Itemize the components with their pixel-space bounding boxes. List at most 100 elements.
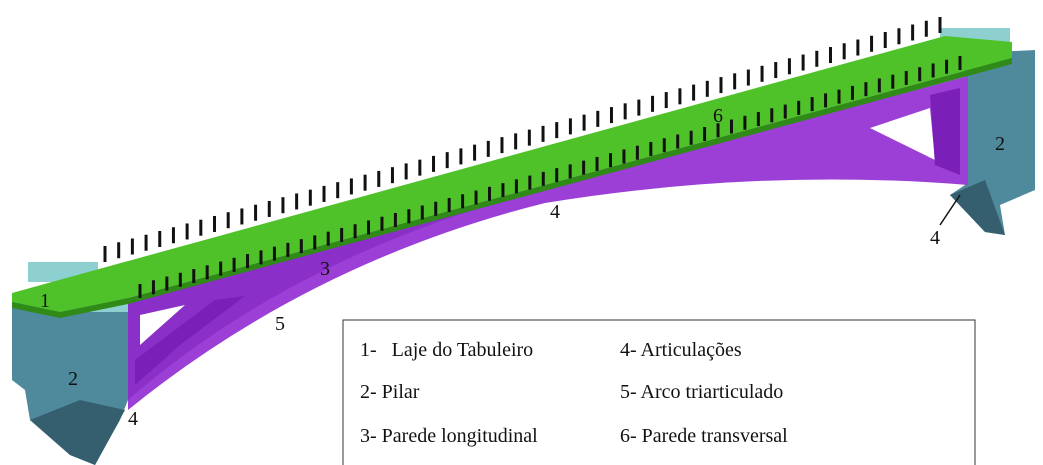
callout: 4 xyxy=(930,227,940,249)
right-pier xyxy=(935,50,1035,235)
post xyxy=(340,227,344,242)
post xyxy=(205,265,209,280)
post xyxy=(801,54,805,71)
post xyxy=(918,67,922,82)
post xyxy=(856,39,860,56)
right-strut xyxy=(930,88,960,175)
post xyxy=(850,85,854,100)
post xyxy=(756,112,760,127)
post xyxy=(623,103,627,120)
legend-box xyxy=(342,319,976,465)
left-opening xyxy=(140,305,185,345)
post xyxy=(473,144,477,161)
post xyxy=(267,200,271,217)
posts xyxy=(103,17,962,298)
post xyxy=(609,107,613,124)
post xyxy=(662,138,666,153)
post xyxy=(664,92,668,109)
post xyxy=(377,170,381,187)
post xyxy=(568,164,572,179)
post xyxy=(729,119,733,134)
post xyxy=(904,70,908,85)
post xyxy=(171,227,175,244)
left-pier-base xyxy=(30,400,125,465)
post xyxy=(746,69,750,86)
post xyxy=(582,114,586,131)
post xyxy=(787,58,791,75)
post xyxy=(219,261,223,276)
post xyxy=(259,250,263,265)
post xyxy=(299,239,303,254)
post xyxy=(810,97,814,112)
post xyxy=(151,280,155,295)
post xyxy=(447,198,451,213)
post xyxy=(390,167,394,184)
post xyxy=(760,65,764,82)
callout: 2 xyxy=(995,133,1005,155)
post xyxy=(883,32,887,49)
post xyxy=(459,148,463,165)
post xyxy=(649,141,653,156)
post xyxy=(117,242,121,259)
post xyxy=(797,100,801,115)
post xyxy=(226,212,230,229)
post xyxy=(719,77,723,94)
callout: 6 xyxy=(713,105,723,127)
post xyxy=(199,219,203,236)
right-pier-base xyxy=(950,180,1005,235)
post xyxy=(474,190,478,205)
post xyxy=(178,272,182,287)
post xyxy=(891,74,895,89)
arrow xyxy=(939,194,961,226)
post xyxy=(596,110,600,127)
post xyxy=(637,99,641,116)
post xyxy=(353,224,357,239)
post xyxy=(733,73,737,90)
post xyxy=(689,130,693,145)
post xyxy=(486,140,490,157)
legend-item: 3- Parede longitudinal xyxy=(360,425,538,447)
post xyxy=(864,82,868,97)
deck-slab xyxy=(12,36,1012,312)
post xyxy=(367,220,371,235)
callout: 2 xyxy=(68,368,78,390)
post xyxy=(541,125,545,142)
post xyxy=(185,223,189,240)
post xyxy=(528,175,532,190)
post xyxy=(897,28,901,45)
post xyxy=(432,155,436,172)
post xyxy=(213,215,217,232)
post xyxy=(635,145,639,160)
post xyxy=(420,205,424,220)
post xyxy=(608,153,612,168)
callout: 4 xyxy=(128,408,138,430)
post xyxy=(322,185,326,202)
legend-item: 2- Pilar xyxy=(360,381,420,403)
post xyxy=(783,104,787,119)
post xyxy=(232,257,236,272)
post xyxy=(716,123,720,138)
post xyxy=(404,163,408,180)
post xyxy=(380,216,384,231)
post xyxy=(676,134,680,149)
post xyxy=(461,194,465,209)
post xyxy=(877,78,881,93)
post xyxy=(326,231,330,246)
post xyxy=(363,174,367,191)
post xyxy=(501,183,505,198)
post xyxy=(246,254,250,269)
post xyxy=(555,122,559,139)
post xyxy=(514,179,518,194)
post xyxy=(842,43,846,60)
post xyxy=(911,24,915,41)
post xyxy=(945,59,949,74)
post xyxy=(815,50,819,67)
longitudinal-wall xyxy=(128,76,968,410)
post xyxy=(703,127,707,142)
post xyxy=(837,89,841,104)
post xyxy=(445,152,449,169)
post xyxy=(158,230,162,247)
legend-item: 4- Articulações xyxy=(620,339,742,361)
post xyxy=(240,208,244,225)
